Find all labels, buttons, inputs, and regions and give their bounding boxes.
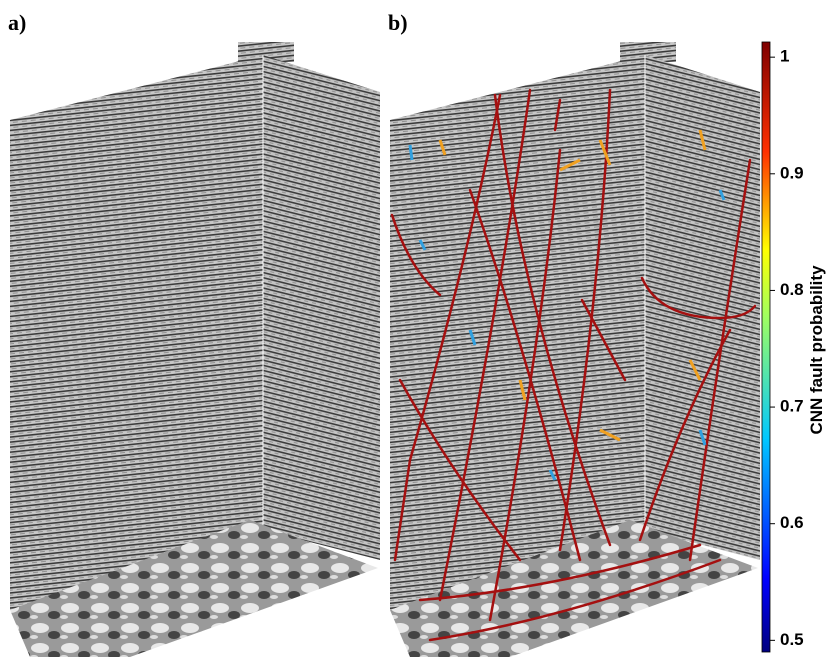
seismic-inline: [10, 55, 263, 610]
tick-label: 0.8: [780, 280, 804, 299]
panel-a: a): [8, 10, 380, 657]
seismic-top: [238, 42, 294, 62]
tick-label: 0.6: [780, 513, 804, 532]
tick-label: 0.5: [780, 630, 804, 649]
tick-label: 0.7: [780, 397, 804, 416]
seismic-crossline: [645, 55, 760, 560]
seismic-time-slice: [10, 520, 378, 657]
seismic-top: [620, 42, 676, 62]
colorbar-group: CNN fault probability: [761, 41, 826, 653]
seismic-crossline: [263, 55, 380, 560]
tick-label: 0.9: [780, 163, 804, 182]
panel-b: b): [388, 10, 760, 657]
faults: [390, 88, 757, 642]
panel-label: a): [8, 10, 26, 35]
tick-label: 1: [780, 47, 789, 66]
colorbar-label: CNN fault probability: [807, 265, 826, 435]
panel-label: b): [388, 10, 408, 35]
colorbar: [761, 41, 771, 653]
